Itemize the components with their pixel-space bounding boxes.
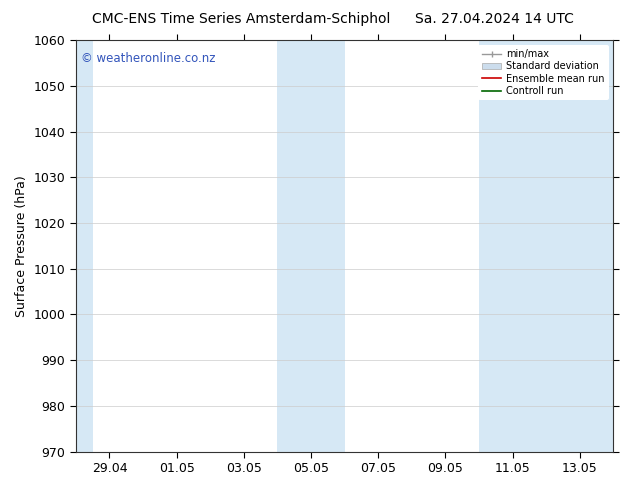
Legend: min/max, Standard deviation, Ensemble mean run, Controll run: min/max, Standard deviation, Ensemble me… [478,45,609,100]
Text: Sa. 27.04.2024 14 UTC: Sa. 27.04.2024 14 UTC [415,12,574,26]
Text: CMC-ENS Time Series Amsterdam-Schiphol: CMC-ENS Time Series Amsterdam-Schiphol [92,12,390,26]
Bar [278,40,345,452]
Y-axis label: Surface Pressure (hPa): Surface Pressure (hPa) [15,175,28,317]
Text: © weatheronline.co.nz: © weatheronline.co.nz [81,52,216,66]
Bar [76,40,93,452]
Bar [479,40,614,452]
